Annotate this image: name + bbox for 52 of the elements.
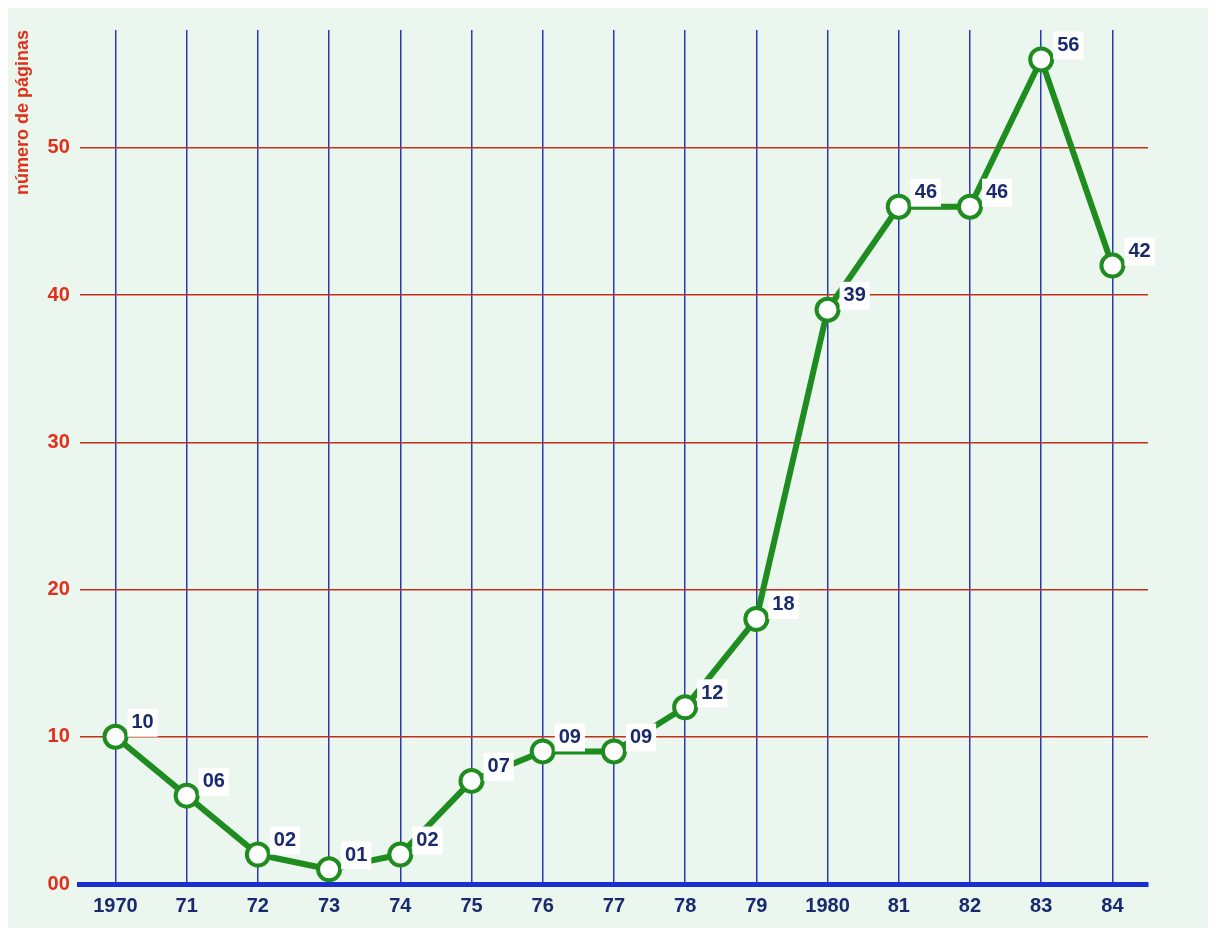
data-label: 09	[558, 725, 581, 747]
y-axis-title: número de páginas	[11, 30, 32, 196]
data-label: 02	[273, 828, 297, 851]
x-tick-label: 76	[531, 893, 554, 916]
x-tick-label: 75	[460, 893, 483, 916]
data-label: 18	[772, 592, 795, 615]
point	[387, 841, 414, 868]
point	[743, 605, 770, 632]
data-label: 56	[1057, 32, 1080, 55]
x-tick-label: 84	[1101, 893, 1125, 916]
data-label: 10	[131, 710, 154, 733]
y-tick-label: 30	[47, 429, 70, 452]
point	[672, 694, 699, 721]
data-label: 46	[985, 180, 1009, 203]
point	[814, 296, 841, 323]
data-label: 42	[1128, 239, 1151, 262]
data-label: 07	[487, 754, 510, 777]
point	[529, 738, 556, 765]
x-tick-label: 81	[887, 893, 910, 916]
point	[458, 767, 485, 794]
y-tick-label: 20	[47, 577, 70, 600]
point	[102, 723, 129, 750]
point	[1099, 252, 1126, 279]
data-label: 02	[416, 828, 439, 851]
point	[316, 856, 343, 883]
x-tick-label: 74	[389, 893, 413, 916]
point	[956, 193, 983, 220]
x-tick-label: 82	[958, 893, 982, 916]
x-tick-label: 77	[602, 893, 626, 916]
data-label: 46	[914, 180, 938, 203]
data-label: 39	[843, 283, 866, 306]
point	[885, 193, 912, 220]
x-tick-label: 83	[1030, 893, 1053, 916]
x-tick-label: 73	[317, 893, 341, 916]
point	[600, 738, 627, 765]
x-tick-label: 1980	[805, 893, 850, 916]
point	[173, 782, 200, 809]
data-label: 06	[202, 769, 225, 792]
point	[244, 841, 271, 868]
x-tick-label: 71	[175, 893, 198, 916]
x-tick-label: 78	[674, 893, 697, 916]
x-tick-label: 72	[246, 893, 269, 916]
x-tick-label: 79	[745, 893, 768, 916]
x-tick-label: 1970	[93, 893, 138, 916]
y-tick-label: 40	[47, 282, 70, 305]
y-tick-label: 00	[47, 871, 70, 894]
data-label: 12	[701, 680, 724, 703]
data-label: 09	[629, 725, 653, 747]
y-tick-label: 10	[47, 724, 70, 747]
point	[1028, 46, 1055, 73]
y-tick-label: 50	[47, 135, 70, 158]
data-label: 01	[345, 842, 368, 865]
